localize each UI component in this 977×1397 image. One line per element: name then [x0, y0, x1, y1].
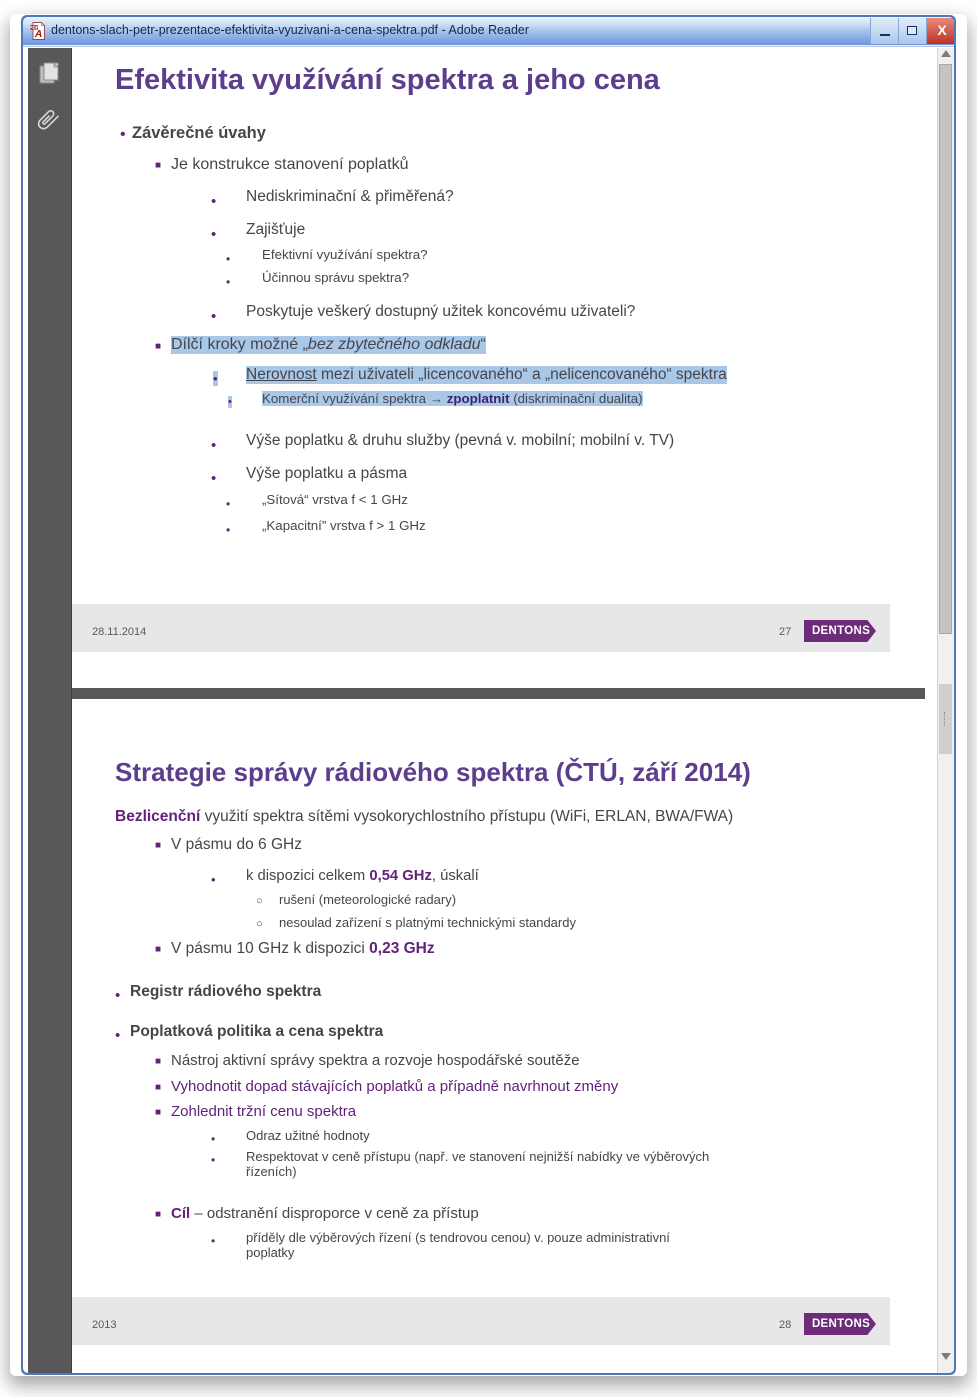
svg-text:A: A — [34, 28, 43, 40]
